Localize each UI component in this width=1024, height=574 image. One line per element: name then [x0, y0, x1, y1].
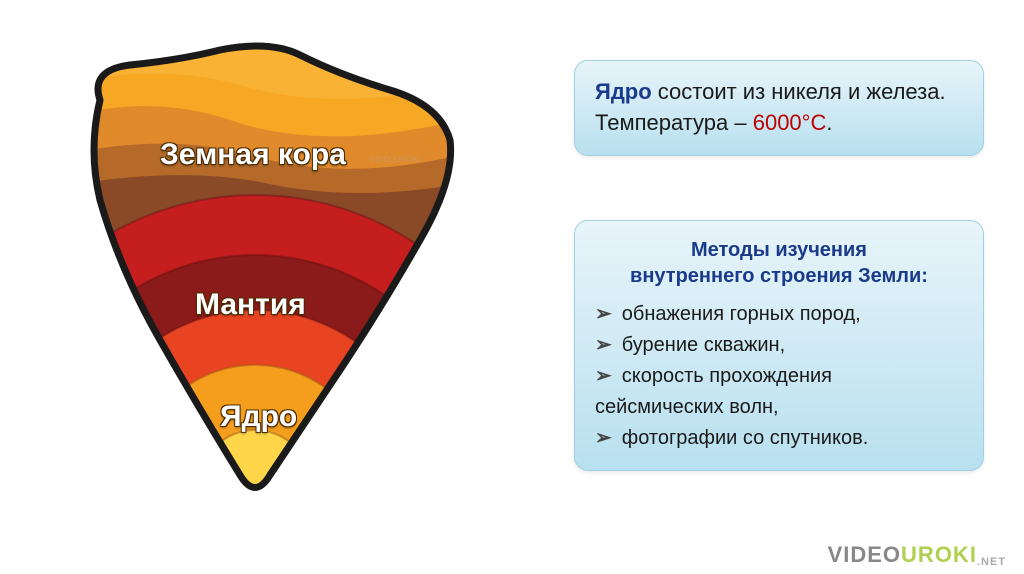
- core-info-box: Ядро состоит из никеля и железа. Темпера…: [574, 60, 984, 156]
- mantle-label: Мантия: [195, 288, 306, 322]
- crust-label: Земная кора: [160, 138, 346, 172]
- method-item: фотографии со спутников.: [595, 423, 963, 454]
- core-rest: состоит из никеля и железа.: [652, 79, 946, 104]
- page-watermark: VIDEOUROKI.NET: [828, 542, 1006, 568]
- methods-info-box: Методы изучения внутреннего строения Зем…: [574, 220, 984, 471]
- methods-title-line2: внутреннего строения Земли:: [630, 265, 928, 287]
- earth-structure-diagram: Земная кора Мантия Ядро VIDEOUROKI: [40, 30, 480, 510]
- wm-part1: VIDEO: [828, 542, 901, 567]
- core-label: Ядро: [220, 400, 297, 434]
- methods-list: обнажения горных пород, бурение скважин,…: [595, 299, 963, 454]
- methods-title-line1: Методы изучения: [691, 239, 867, 261]
- earth-layers-svg: [40, 30, 480, 510]
- method-item: скорость прохождения сейсмических волн,: [595, 361, 963, 423]
- method-item: обнажения горных пород,: [595, 299, 963, 330]
- method-item: бурение скважин,: [595, 330, 963, 361]
- temp-prefix: Температура –: [595, 110, 753, 135]
- temp-suffix: .: [826, 110, 832, 135]
- core-temperature-text: Температура – 6000°С.: [595, 108, 963, 139]
- wm-part3: .NET: [977, 556, 1006, 568]
- temp-value: 6000°С: [753, 110, 827, 135]
- core-composition-text: Ядро состоит из никеля и железа.: [595, 77, 963, 108]
- core-term: Ядро: [595, 79, 652, 104]
- diagram-watermark: VIDEOUROKI: [370, 155, 420, 164]
- methods-title: Методы изучения внутреннего строения Зем…: [595, 237, 963, 289]
- wm-part2: UROKI: [901, 542, 977, 567]
